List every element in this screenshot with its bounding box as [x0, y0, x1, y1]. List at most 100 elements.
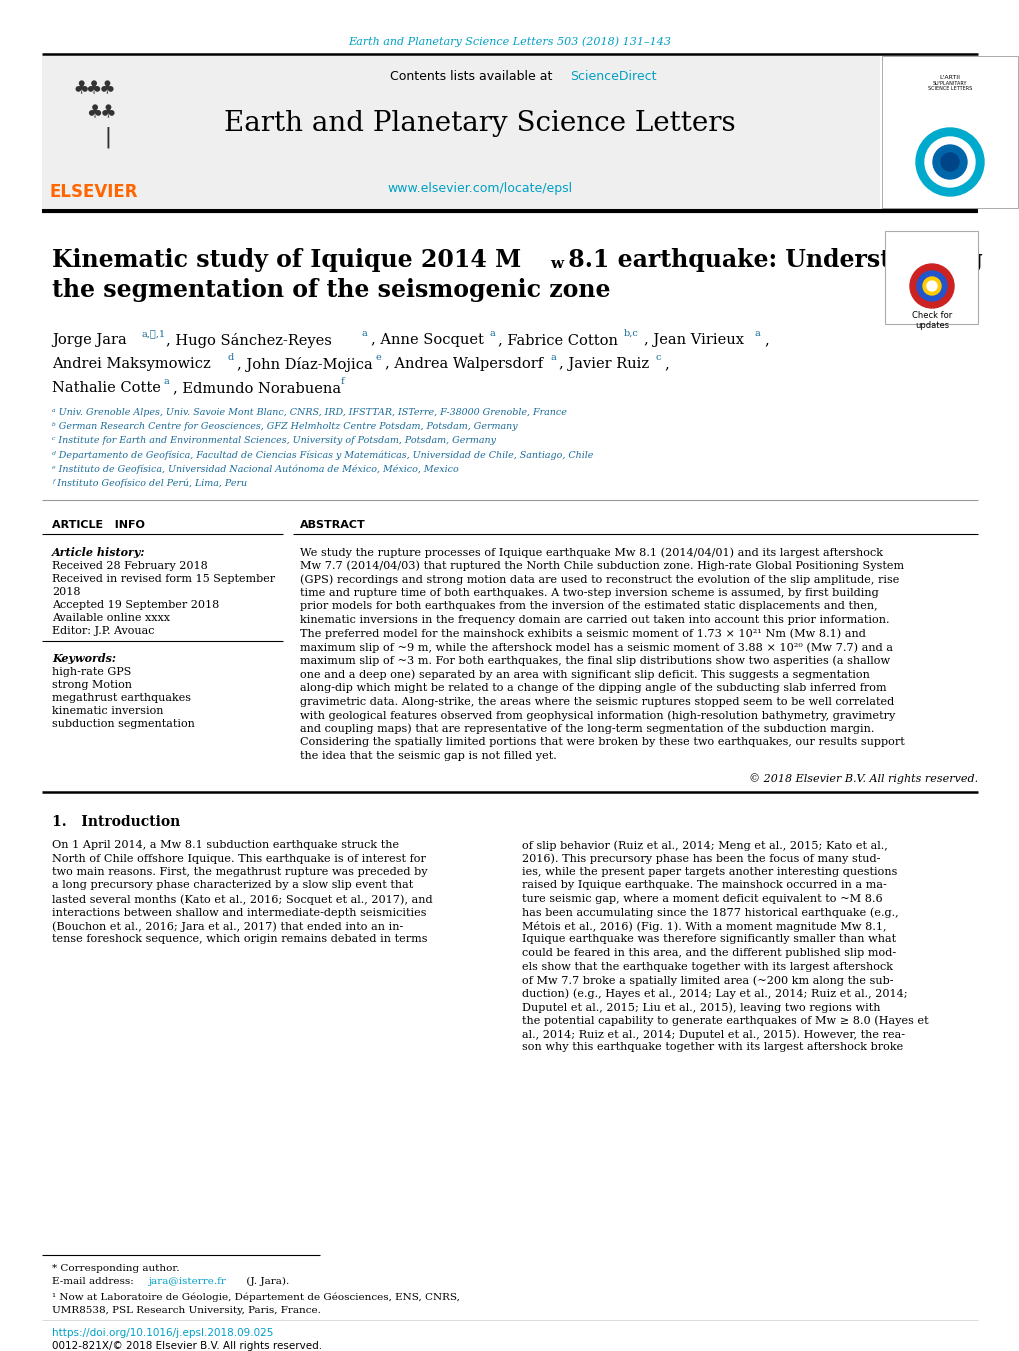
- Text: f: f: [340, 377, 344, 386]
- Text: https://doi.org/10.1016/j.epsl.2018.09.025: https://doi.org/10.1016/j.epsl.2018.09.0…: [52, 1328, 273, 1337]
- Text: 2018: 2018: [52, 586, 81, 597]
- Circle shape: [915, 128, 983, 196]
- Text: L'ARTII: L'ARTII: [938, 76, 960, 80]
- Text: (J. Jara).: (J. Jara).: [243, 1277, 289, 1286]
- Text: of Mw 7.7 broke a spatially limited area (~200 km along the sub-: of Mw 7.7 broke a spatially limited area…: [522, 975, 893, 986]
- FancyBboxPatch shape: [881, 55, 1017, 208]
- Text: ᵈ Departamento de Geofísica, Facultad de Ciencias Físicas y Matemáticas, Univers: ᵈ Departamento de Geofísica, Facultad de…: [52, 450, 593, 459]
- Text: the potential capability to generate earthquakes of Mw ≥ 8.0 (Hayes et: the potential capability to generate ear…: [522, 1016, 927, 1025]
- Circle shape: [916, 272, 946, 301]
- Text: Earth and Planetary Science Letters 503 (2018) 131–143: Earth and Planetary Science Letters 503 …: [348, 36, 671, 46]
- Text: The preferred model for the mainshock exhibits a seismic moment of 1.73 × 10²¹ N: The preferred model for the mainshock ex…: [300, 628, 865, 639]
- Text: Nathalie Cotte: Nathalie Cotte: [52, 381, 161, 394]
- Text: Editor: J.P. Avouac: Editor: J.P. Avouac: [52, 626, 154, 636]
- Text: interactions between shallow and intermediate-depth seismicities: interactions between shallow and interme…: [52, 908, 426, 917]
- Text: ♣♣♣
 ♣♣
  |: ♣♣♣ ♣♣ |: [74, 80, 115, 147]
- Text: b,c: b,c: [624, 330, 638, 338]
- Text: ᶜ Institute for Earth and Environmental Sciences, University of Potsdam, Potsdam: ᶜ Institute for Earth and Environmental …: [52, 436, 495, 444]
- Text: , Anne Socquet: , Anne Socquet: [371, 332, 483, 347]
- Text: E-mail address:: E-mail address:: [52, 1277, 137, 1286]
- Text: 8.1 earthquake: Understanding: 8.1 earthquake: Understanding: [559, 249, 981, 272]
- Text: Kinematic study of Iquique 2014 M: Kinematic study of Iquique 2014 M: [52, 249, 521, 272]
- Text: time and rupture time of both earthquakes. A two-step inversion scheme is assume: time and rupture time of both earthquake…: [300, 588, 878, 597]
- Text: North of Chile offshore Iquique. This earthquake is of interest for: North of Chile offshore Iquique. This ea…: [52, 854, 426, 863]
- Text: gravimetric data. Along-strike, the areas where the seismic ruptures stopped see: gravimetric data. Along-strike, the area…: [300, 697, 894, 707]
- Text: ᵉ Instituto de Geofísica, Universidad Nacional Autónoma de México, México, Mexic: ᵉ Instituto de Geofísica, Universidad Na…: [52, 463, 459, 473]
- Text: Check for
updates: Check for updates: [911, 311, 951, 331]
- Text: * Corresponding author.: * Corresponding author.: [52, 1265, 179, 1273]
- Text: with geological features observed from geophysical information (high-resolution : with geological features observed from g…: [300, 711, 895, 721]
- Text: , Edmundo Norabuena: , Edmundo Norabuena: [173, 381, 340, 394]
- Text: ,: ,: [763, 332, 768, 347]
- Circle shape: [924, 136, 974, 186]
- Text: raised by Iquique earthquake. The mainshock occurred in a ma-: raised by Iquique earthquake. The mainsh…: [522, 881, 886, 890]
- Text: We study the rupture processes of Iquique earthquake Mw 8.1 (2014/04/01) and its: We study the rupture processes of Iquiqu…: [300, 547, 882, 558]
- Text: ELSEVIER: ELSEVIER: [50, 182, 139, 201]
- Text: 1.   Introduction: 1. Introduction: [52, 815, 180, 830]
- Text: jara@isterre.fr: jara@isterre.fr: [148, 1277, 225, 1286]
- Text: a: a: [754, 330, 760, 338]
- Text: a: a: [362, 330, 368, 338]
- Text: ᶠ Instituto Geofísico del Perú, Lima, Peru: ᶠ Instituto Geofísico del Perú, Lima, Pe…: [52, 478, 247, 488]
- Text: maximum slip of ~9 m, while the aftershock model has a seismic moment of 3.88 × : maximum slip of ~9 m, while the aftersho…: [300, 642, 892, 653]
- Text: high-rate GPS: high-rate GPS: [52, 667, 131, 677]
- Text: ᵇ German Research Centre for Geosciences, GFZ Helmholtz Centre Potsdam, Potsdam,: ᵇ German Research Centre for Geosciences…: [52, 422, 517, 431]
- Text: ,: ,: [663, 357, 668, 372]
- Circle shape: [932, 145, 966, 178]
- Text: (GPS) recordings and strong motion data are used to reconstruct the evolution of: (GPS) recordings and strong motion data …: [300, 574, 899, 585]
- Text: Received 28 February 2018: Received 28 February 2018: [52, 561, 208, 571]
- Text: e: e: [376, 353, 381, 362]
- Text: ARTICLE   INFO: ARTICLE INFO: [52, 520, 145, 530]
- Text: megathrust earthquakes: megathrust earthquakes: [52, 693, 191, 703]
- Text: has been accumulating since the 1877 historical earthquake (e.g.,: has been accumulating since the 1877 his…: [522, 908, 898, 919]
- Text: two main reasons. First, the megathrust rupture was preceded by: two main reasons. First, the megathrust …: [52, 867, 427, 877]
- Text: and coupling maps) that are representative of the long-term segmentation of the : and coupling maps) that are representati…: [300, 724, 873, 735]
- Text: al., 2014; Ruiz et al., 2014; Duputel et al., 2015). However, the rea-: al., 2014; Ruiz et al., 2014; Duputel et…: [522, 1029, 904, 1039]
- Text: of slip behavior (Ruiz et al., 2014; Meng et al., 2015; Kato et al.,: of slip behavior (Ruiz et al., 2014; Men…: [522, 840, 887, 851]
- Text: Keywords:: Keywords:: [52, 653, 116, 663]
- Text: w: w: [549, 257, 562, 272]
- Text: els show that the earthquake together with its largest aftershock: els show that the earthquake together wi…: [522, 962, 892, 971]
- Text: Mw 7.7 (2014/04/03) that ruptured the North Chile subduction zone. High-rate Glo: Mw 7.7 (2014/04/03) that ruptured the No…: [300, 561, 903, 571]
- Text: ABSTRACT: ABSTRACT: [300, 520, 366, 530]
- Text: 0012-821X/© 2018 Elsevier B.V. All rights reserved.: 0012-821X/© 2018 Elsevier B.V. All right…: [52, 1342, 322, 1351]
- FancyBboxPatch shape: [884, 231, 977, 323]
- Text: ¹ Now at Laboratoire de Géologie, Département de Géosciences, ENS, CNRS,: ¹ Now at Laboratoire de Géologie, Départ…: [52, 1293, 460, 1302]
- Text: a: a: [489, 330, 495, 338]
- Text: maximum slip of ~3 m. For both earthquakes, the final slip distributions show tw: maximum slip of ~3 m. For both earthquak…: [300, 655, 890, 666]
- Text: , Jean Virieux: , Jean Virieux: [643, 332, 743, 347]
- Text: www.elsevier.com/locate/epsl: www.elsevier.com/locate/epsl: [387, 182, 572, 195]
- Text: , Andrea Walpersdorf: , Andrea Walpersdorf: [384, 357, 542, 372]
- Text: Contents lists available at: Contents lists available at: [389, 70, 555, 82]
- Text: © 2018 Elsevier B.V. All rights reserved.: © 2018 Elsevier B.V. All rights reserved…: [748, 773, 977, 784]
- Text: the idea that the seismic gap is not filled yet.: the idea that the seismic gap is not fil…: [300, 751, 556, 761]
- Text: Earth and Planetary Science Letters: Earth and Planetary Science Letters: [224, 109, 735, 136]
- Circle shape: [926, 281, 936, 290]
- Text: Andrei Maksymowicz: Andrei Maksymowicz: [52, 357, 211, 372]
- Text: ture seismic gap, where a moment deficit equivalent to ~M 8.6: ture seismic gap, where a moment deficit…: [522, 894, 881, 904]
- Text: , Fabrice Cotton: , Fabrice Cotton: [497, 332, 618, 347]
- Text: Received in revised form 15 September: Received in revised form 15 September: [52, 574, 275, 584]
- Text: UMR8538, PSL Research University, Paris, France.: UMR8538, PSL Research University, Paris,…: [52, 1306, 321, 1315]
- Text: Available online xxxx: Available online xxxx: [52, 613, 170, 623]
- Text: strong Motion: strong Motion: [52, 680, 131, 690]
- Text: kinematic inversions in the frequency domain are carried out taken into account : kinematic inversions in the frequency do…: [300, 615, 889, 626]
- Circle shape: [941, 153, 958, 172]
- Text: On 1 April 2014, a Mw 8.1 subduction earthquake struck the: On 1 April 2014, a Mw 8.1 subduction ear…: [52, 840, 398, 850]
- Text: Article history:: Article history:: [52, 547, 146, 558]
- Text: lasted several months (Kato et al., 2016; Socquet et al., 2017), and: lasted several months (Kato et al., 2016…: [52, 894, 432, 905]
- Text: kinematic inversion: kinematic inversion: [52, 707, 163, 716]
- Text: prior models for both earthquakes from the inversion of the estimated static dis: prior models for both earthquakes from t…: [300, 601, 876, 612]
- FancyBboxPatch shape: [42, 55, 879, 208]
- FancyBboxPatch shape: [42, 55, 231, 208]
- Text: (Bouchon et al., 2016; Jara et al., 2017) that ended into an in-: (Bouchon et al., 2016; Jara et al., 2017…: [52, 921, 403, 932]
- Text: , Javier Ruiz: , Javier Ruiz: [558, 357, 648, 372]
- Circle shape: [922, 277, 941, 295]
- Text: a: a: [550, 353, 556, 362]
- Text: along-dip which might be related to a change of the dipping angle of the subduct: along-dip which might be related to a ch…: [300, 684, 886, 693]
- Text: SCIENCE LETTERS: SCIENCE LETTERS: [927, 86, 971, 91]
- Text: tense foreshock sequence, which origin remains debated in terms: tense foreshock sequence, which origin r…: [52, 935, 427, 944]
- Text: a: a: [164, 377, 169, 386]
- Text: duction) (e.g., Hayes et al., 2014; Lay et al., 2014; Ruiz et al., 2014;: duction) (e.g., Hayes et al., 2014; Lay …: [522, 989, 907, 998]
- Text: ᵃ Univ. Grenoble Alpes, Univ. Savoie Mont Blanc, CNRS, IRD, IFSTTAR, ISTerre, F-: ᵃ Univ. Grenoble Alpes, Univ. Savoie Mon…: [52, 408, 567, 417]
